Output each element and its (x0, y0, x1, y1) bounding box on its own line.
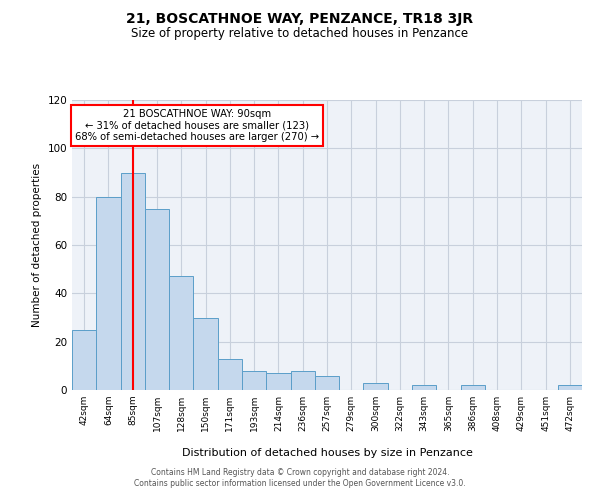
Bar (218, 358, 242, 390)
Y-axis label: Number of detached properties: Number of detached properties (32, 163, 42, 327)
Bar (193, 318, 218, 390)
Bar (412, 385, 436, 390)
Bar (364, 383, 388, 390)
Text: Distribution of detached houses by size in Penzance: Distribution of detached houses by size … (182, 448, 472, 458)
Bar (558, 385, 582, 390)
Bar (290, 370, 315, 390)
Bar (315, 376, 339, 390)
Text: Size of property relative to detached houses in Penzance: Size of property relative to detached ho… (131, 28, 469, 40)
Bar (266, 373, 290, 390)
Text: 21 BOSCATHNOE WAY: 90sqm
← 31% of detached houses are smaller (123)
68% of semi-: 21 BOSCATHNOE WAY: 90sqm ← 31% of detach… (75, 108, 319, 142)
Bar (169, 276, 193, 390)
Bar (121, 172, 145, 390)
Bar (72, 330, 96, 390)
Bar (461, 385, 485, 390)
Bar (242, 370, 266, 390)
Bar (145, 209, 169, 390)
Bar (96, 196, 121, 390)
Text: 21, BOSCATHNOE WAY, PENZANCE, TR18 3JR: 21, BOSCATHNOE WAY, PENZANCE, TR18 3JR (127, 12, 473, 26)
Text: Contains HM Land Registry data © Crown copyright and database right 2024.
Contai: Contains HM Land Registry data © Crown c… (134, 468, 466, 487)
